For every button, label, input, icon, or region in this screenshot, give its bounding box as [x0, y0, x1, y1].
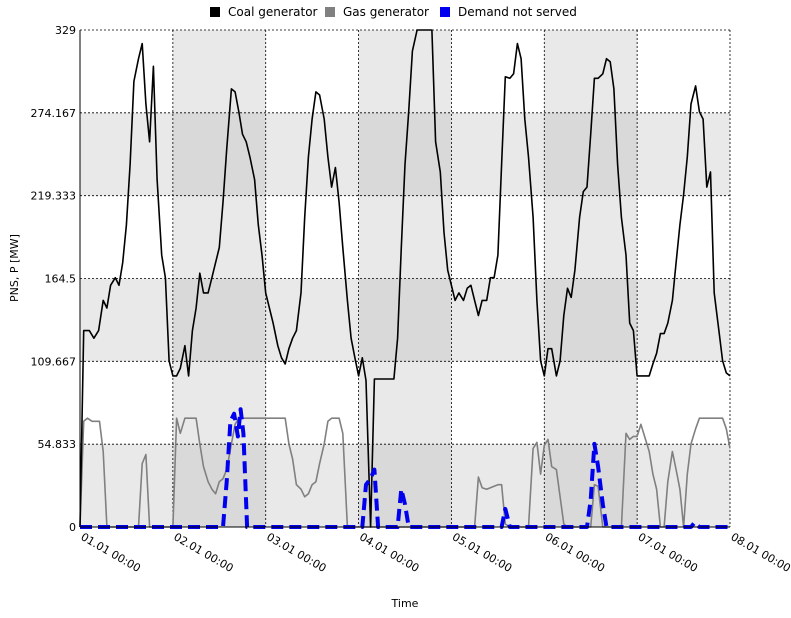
- band-shade: [637, 278, 730, 362]
- legend-label: Coal generator: [228, 5, 318, 19]
- band-shade-alt: [544, 361, 638, 445]
- band-shade-alt: [172, 195, 266, 279]
- series-line-demand-not-served: [80, 407, 730, 529]
- y-tick-label: 109.667: [31, 355, 77, 368]
- x-tick-label: 05.01 00:00: [450, 530, 514, 575]
- band-shade-alt: [172, 30, 266, 113]
- y-tick-labels: 0 54.833 109.667 164.5 219.333 274.167 329: [31, 24, 77, 534]
- chart-axes: [79, 30, 730, 528]
- band-shade: [80, 444, 173, 527]
- chart-legend: Coal generator Gas generator Demand not se…: [210, 5, 577, 19]
- y-tick-label: 0: [69, 521, 76, 534]
- y-tick-label: 329: [55, 24, 76, 37]
- band-shade: [80, 278, 173, 362]
- band-shade-alt: [172, 361, 266, 445]
- band-shade-alt: [544, 195, 638, 279]
- x-tick-label: 08.01 00:00: [729, 530, 791, 575]
- y-tick-label: 164.5: [45, 273, 77, 286]
- y-axis-title: PNS, P [MW]: [8, 234, 21, 302]
- band-shade: [637, 112, 730, 196]
- x-axis-title: Time: [391, 597, 419, 610]
- legend-swatch-coal-generator: [210, 7, 220, 17]
- y-tick-label: 54.833: [38, 438, 77, 451]
- band-shade-alt: [544, 30, 638, 113]
- band-shade: [451, 278, 545, 362]
- x-tick-label: 06.01 00:00: [543, 530, 607, 575]
- x-tick-label: 01.01 00:00: [79, 530, 143, 575]
- y-tick-label: 219.333: [31, 190, 77, 203]
- band-shade: [265, 278, 359, 362]
- series-line-coal-generator: [79, 29, 731, 528]
- legend-label: Demand not served: [458, 5, 577, 19]
- x-tick-labels: 01.01 00:00 02.01 00:00 03.01 00:00 04.01 0…: [79, 530, 791, 575]
- band-shade: [80, 112, 173, 196]
- x-tick-label: 07.01 00:00: [636, 530, 700, 575]
- x-tick-label: 02.01 00:00: [171, 530, 235, 575]
- x-tick-label: 03.01 00:00: [264, 530, 328, 575]
- band-shade-alt: [358, 30, 452, 113]
- x-tick-label: 04.01 00:00: [357, 530, 421, 575]
- y-tick-label: 274.167: [31, 107, 77, 120]
- band-shade: [637, 444, 730, 527]
- legend-label: Gas generator: [343, 5, 429, 19]
- legend-swatch-gas-generator: [325, 7, 335, 17]
- legend-swatch-demand-not-served: [440, 7, 450, 17]
- band-shade-alt: [358, 195, 452, 279]
